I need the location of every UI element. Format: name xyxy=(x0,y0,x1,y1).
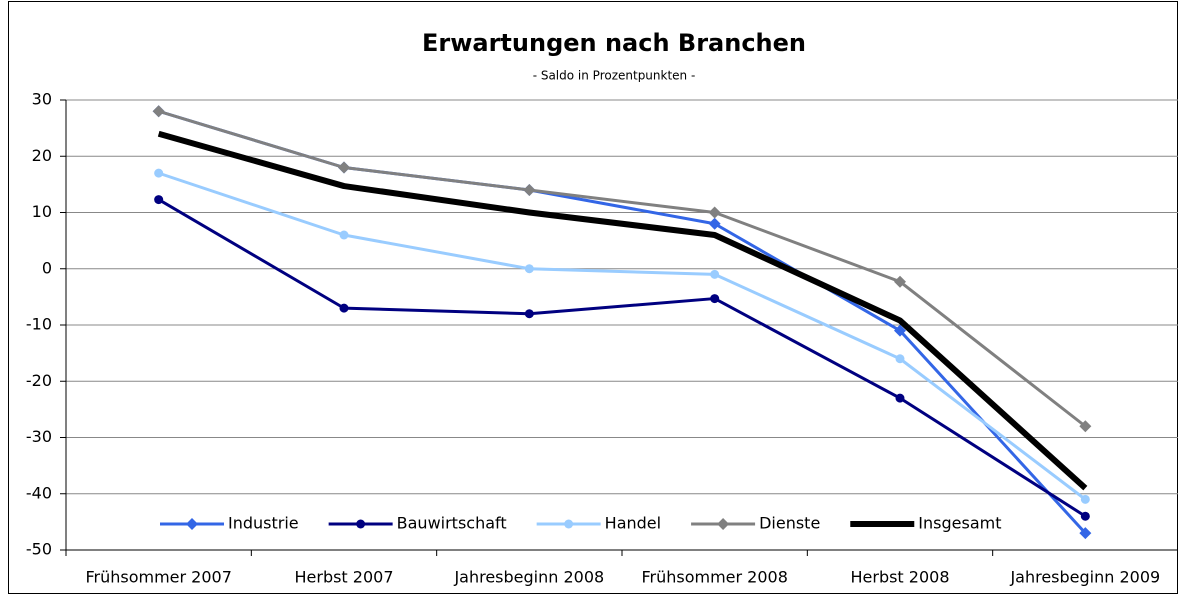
x-tick-label: Herbst 2007 xyxy=(294,568,393,587)
x-tick-label: Frühsommer 2007 xyxy=(85,568,231,587)
y-tick-label: 30 xyxy=(32,90,52,109)
marker xyxy=(338,161,350,174)
marker xyxy=(564,519,574,529)
marker xyxy=(154,195,164,205)
y-tick-label: 10 xyxy=(32,202,52,221)
legend-label: Bauwirtschaft xyxy=(397,514,507,533)
chart-title: Erwartungen nach Branchen xyxy=(422,29,806,57)
legend-label: Dienste xyxy=(759,514,820,533)
y-tick-label: -10 xyxy=(26,315,52,334)
x-tick-label: Jahresbeginn 2008 xyxy=(453,568,604,587)
y-tick-label: 0 xyxy=(42,258,52,277)
marker xyxy=(710,294,720,304)
marker xyxy=(1079,527,1092,540)
marker xyxy=(524,264,534,274)
marker xyxy=(717,518,730,530)
legend-label: Industrie xyxy=(228,514,299,533)
legend-label: Handel xyxy=(605,514,661,533)
marker xyxy=(1079,420,1092,433)
y-tick-label: -20 xyxy=(26,371,52,390)
marker xyxy=(895,393,905,403)
y-tick-label: -50 xyxy=(26,540,52,559)
marker xyxy=(710,269,720,279)
marker xyxy=(339,303,349,313)
marker xyxy=(895,354,905,364)
marker xyxy=(524,309,534,319)
marker xyxy=(152,105,165,118)
x-tick-label: Jahresbeginn 2009 xyxy=(1009,568,1160,587)
y-tick-label: 20 xyxy=(32,146,52,165)
y-tick-label: -30 xyxy=(26,427,52,446)
marker xyxy=(356,519,366,529)
series-line xyxy=(158,171,1087,501)
marker xyxy=(894,324,906,337)
chart-subtitle: - Saldo in Prozentpunkten - xyxy=(533,69,696,83)
marker xyxy=(708,217,721,230)
marker xyxy=(894,275,906,288)
marker xyxy=(339,230,349,240)
chart-frame xyxy=(8,1,1178,594)
series-line xyxy=(157,130,1088,491)
series-line xyxy=(157,198,1087,518)
marker xyxy=(708,206,721,219)
legend-label: Insgesamt xyxy=(918,514,1001,533)
series-line xyxy=(158,109,1087,428)
y-tick-label: -40 xyxy=(26,483,52,502)
x-tick-label: Herbst 2008 xyxy=(850,568,949,587)
marker xyxy=(1080,494,1090,504)
x-tick-label: Frühsommer 2008 xyxy=(641,568,787,587)
marker xyxy=(154,168,164,178)
marker xyxy=(186,518,198,530)
marker xyxy=(523,184,536,196)
marker xyxy=(1080,511,1090,521)
